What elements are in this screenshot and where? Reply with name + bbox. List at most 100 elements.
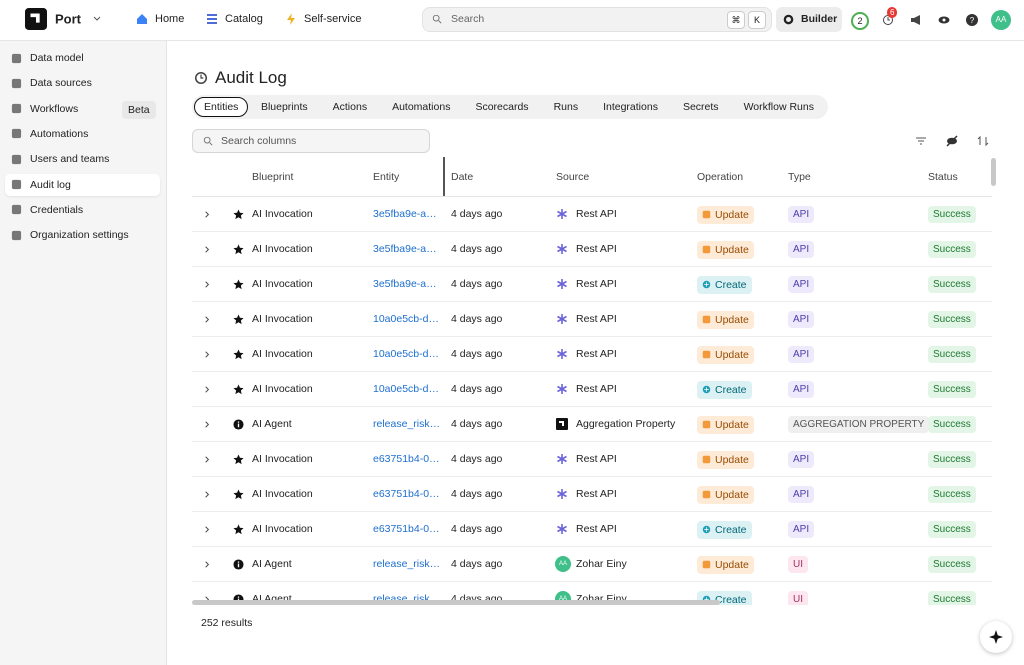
expand-chevron[interactable] (202, 244, 213, 255)
tab[interactable]: Actions (332, 101, 368, 113)
operation-icon (702, 245, 711, 254)
column-search[interactable] (192, 129, 430, 153)
source-icon (556, 243, 568, 255)
source: Rest API (576, 313, 617, 325)
expand-chevron[interactable] (202, 314, 213, 325)
row-border (192, 581, 992, 582)
operation-badge: Create (697, 381, 752, 399)
entity-link[interactable]: 10a0e5cb-d… (373, 348, 439, 360)
nav-link[interactable]: Home (155, 13, 185, 25)
tab[interactable]: Secrets (682, 101, 719, 113)
source: Rest API (576, 348, 617, 360)
sidebar (0, 41, 167, 665)
assistant-button[interactable] (980, 621, 1012, 653)
expand-chevron[interactable] (202, 489, 213, 500)
expand-chevron[interactable] (202, 209, 213, 220)
type-badge: API (788, 346, 815, 363)
blueprint-icon (233, 488, 244, 500)
builder-button[interactable] (776, 7, 842, 32)
entity-link[interactable]: e63751b4-0… (373, 488, 440, 500)
tab[interactable]: Blueprints (260, 101, 308, 113)
sidebar-item[interactable]: Organization settings (30, 229, 129, 242)
v-scrollbar (991, 158, 996, 186)
sidebar-icon (11, 103, 22, 114)
sidebar-item[interactable]: Data sources (30, 77, 92, 90)
tab[interactable]: Entities (194, 97, 249, 117)
tab[interactable]: Scorecards (475, 101, 529, 113)
entity-link[interactable]: 3e5fba9e-a… (373, 208, 437, 220)
active-item (5, 173, 160, 196)
sparkle (989, 630, 1003, 644)
entity-link[interactable]: 3e5fba9e-a… (373, 243, 437, 255)
search-box[interactable] (422, 7, 772, 32)
expand-chevron[interactable] (202, 454, 213, 465)
operation-badge: Update (697, 241, 754, 259)
source: Zohar Einy (576, 558, 627, 570)
row-border (192, 301, 992, 302)
operation-icon (702, 455, 711, 464)
column-header: Source (556, 171, 590, 183)
expand-chevron[interactable] (202, 349, 213, 360)
nav-icon (206, 13, 218, 25)
sidebar-icon (11, 53, 22, 64)
sidebar-item[interactable]: Audit log (30, 178, 71, 191)
hide-icon[interactable] (946, 135, 958, 147)
row-border (192, 336, 992, 337)
type-badge: API (788, 381, 815, 398)
logo (25, 8, 47, 30)
entity-link[interactable]: 10a0e5cb-d… (373, 383, 439, 395)
nav-icon (136, 13, 148, 25)
status-badge: Success (928, 521, 976, 538)
avatar[interactable]: AA (991, 10, 1011, 30)
blueprint: AI Invocation (252, 243, 313, 255)
source: Rest API (576, 488, 617, 500)
sidebar-icon (11, 78, 22, 89)
expand-chevron[interactable] (202, 384, 213, 395)
sidebar-item[interactable]: Automations (30, 127, 89, 140)
source: Rest API (576, 383, 617, 395)
entity-link[interactable]: e63751b4-0… (373, 523, 440, 535)
search-icon (432, 14, 442, 24)
expand-chevron[interactable] (202, 524, 213, 535)
column-header: Entity (373, 171, 400, 183)
expand-chevron[interactable] (202, 279, 213, 290)
history-icon (194, 71, 208, 85)
row-border (192, 546, 992, 547)
entity-link[interactable]: 10a0e5cb-d… (373, 313, 439, 325)
filter-icon[interactable] (915, 135, 927, 147)
entity-link[interactable]: release_risk… (373, 558, 441, 570)
entity-link[interactable]: release_risk… (373, 418, 441, 430)
nav-link[interactable]: Catalog (225, 13, 263, 25)
tab[interactable]: Automations (392, 101, 451, 113)
blueprint: AI Invocation (252, 383, 313, 395)
status-badge: Success (928, 451, 976, 468)
entity-link[interactable]: e63751b4-0… (373, 453, 440, 465)
sidebar-icon (11, 128, 22, 139)
sidebar-item[interactable]: Credentials (30, 203, 84, 216)
operation-badge: Update (697, 206, 754, 224)
row-border (192, 476, 992, 477)
column-header: Operation (697, 171, 744, 183)
nav-link[interactable]: Self-service (304, 13, 362, 25)
entity-link[interactable]: 3e5fba9e-a… (373, 278, 437, 290)
sort-icon[interactable] (977, 135, 989, 147)
sidebar-item[interactable]: Data model (30, 52, 84, 64)
blueprint: AI Invocation (252, 348, 313, 360)
tab[interactable]: Runs (553, 101, 579, 113)
expand-chevron[interactable] (202, 419, 213, 430)
tab[interactable]: Integrations (603, 101, 658, 113)
sidebar-item[interactable]: Users and teams (30, 153, 110, 166)
tab[interactable]: Workflow Runs (743, 101, 814, 113)
operation-icon (702, 210, 711, 219)
row-border (192, 406, 992, 407)
sidebar-item[interactable]: Workflows (30, 102, 79, 115)
operation-badge: Update (697, 311, 754, 329)
type-badge: AGGREGATION PROPERTY (788, 416, 930, 433)
blueprint-icon (233, 418, 244, 430)
operation-badge: Update (697, 416, 754, 434)
date: 4 days ago (451, 278, 503, 290)
operation-icon (702, 490, 711, 499)
progress[interactable]: 2 (851, 12, 869, 30)
blueprint: AI Agent (252, 418, 292, 430)
expand-chevron[interactable] (202, 559, 213, 570)
